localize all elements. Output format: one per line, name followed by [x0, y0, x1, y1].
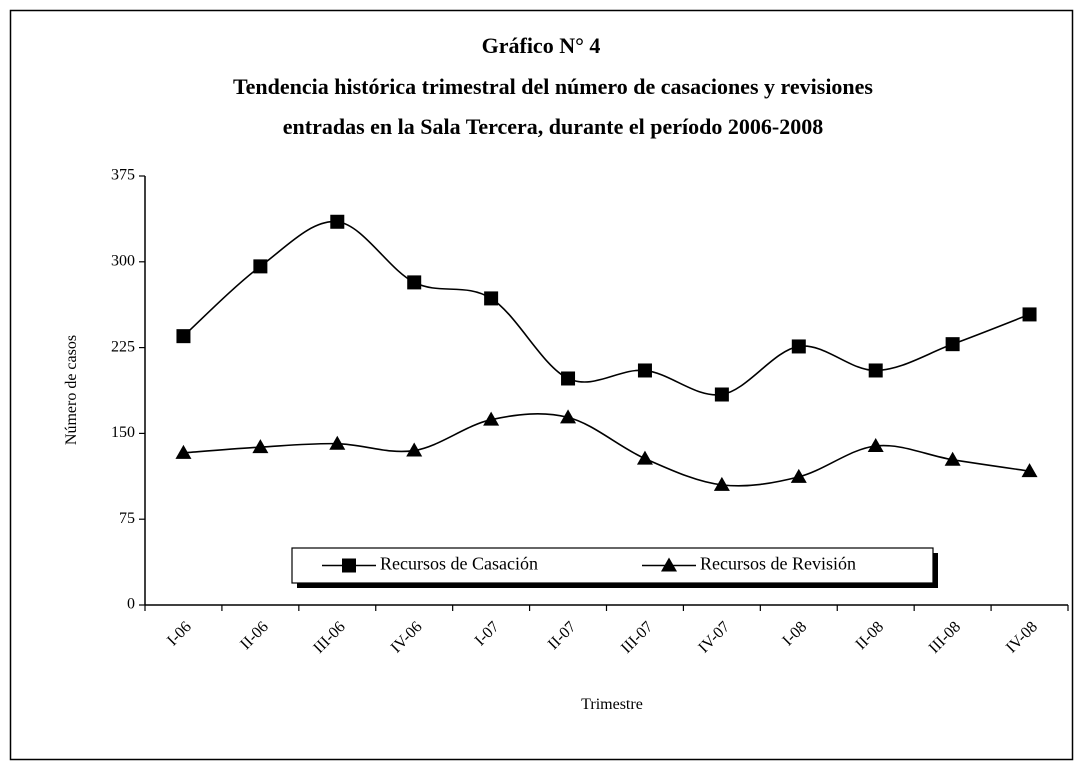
marker-square — [714, 387, 729, 402]
legend-label: Recursos de Casación — [380, 554, 538, 574]
y-tick-label: 75 — [119, 510, 135, 527]
marker-triangle — [636, 450, 653, 465]
y-axis-title: Número de casos — [63, 335, 80, 445]
marker-triangle — [944, 451, 961, 466]
marker-square — [1022, 307, 1037, 322]
marker-square — [561, 371, 576, 386]
marker-square — [791, 339, 806, 354]
marker-square — [342, 558, 356, 573]
y-tick-label: 0 — [127, 596, 135, 613]
marker-square — [945, 337, 960, 352]
marker-square — [176, 329, 191, 344]
marker-triangle — [560, 409, 577, 424]
marker-triangle — [483, 411, 500, 426]
marker-square — [637, 363, 652, 378]
chart-title: Gráfico N° 4 — [482, 33, 601, 58]
y-tick-label: 150 — [111, 424, 135, 441]
marker-triangle — [252, 439, 269, 454]
x-axis-title: Trimestre — [581, 696, 643, 713]
marker-square — [484, 291, 499, 306]
chart-frame — [9, 9, 1074, 761]
marker-triangle — [175, 444, 192, 459]
legend — [291, 547, 934, 584]
chart-subtitle: entradas en la Sala Tercera, durante el … — [283, 114, 823, 139]
marker-triangle — [1021, 463, 1038, 478]
marker-triangle — [790, 468, 807, 483]
y-tick-label: 225 — [111, 338, 135, 355]
marker-triangle — [406, 442, 423, 457]
marker-square — [868, 363, 883, 378]
marker-square — [330, 214, 345, 229]
y-tick-label: 375 — [111, 167, 135, 184]
marker-square — [407, 275, 422, 290]
marker-triangle — [661, 557, 677, 572]
marker-triangle — [713, 476, 730, 491]
legend-label: Recursos de Revisión — [700, 554, 856, 574]
marker-triangle — [329, 435, 346, 450]
marker-square — [253, 259, 268, 274]
marker-triangle — [867, 437, 884, 452]
y-tick-label: 300 — [111, 252, 135, 269]
chart-subtitle: Tendencia histórica trimestral del númer… — [233, 74, 873, 99]
